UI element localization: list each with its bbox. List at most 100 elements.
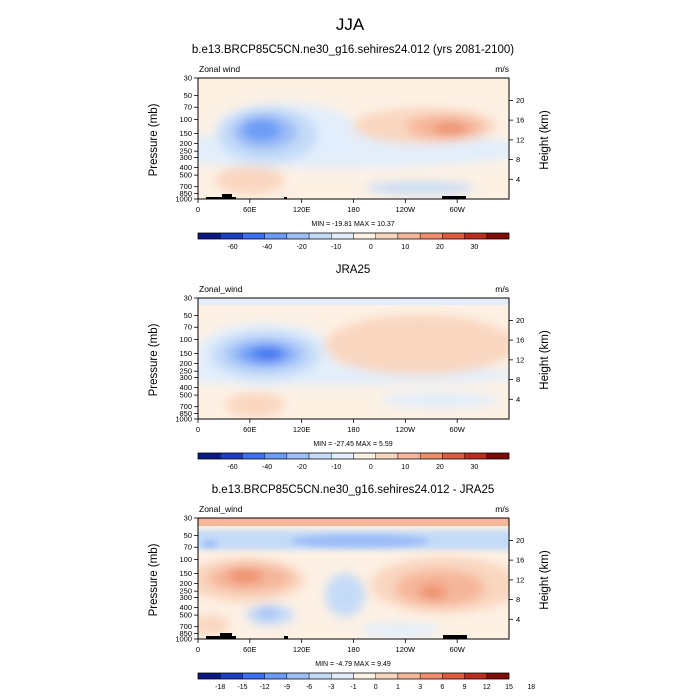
panel-diff-colorbar-label: 15 xyxy=(505,684,513,691)
panel-diff-title: b.e13.BRCP85C5CN.ne30_g16.sehires24.012 … xyxy=(212,484,495,496)
panel-diff-topography xyxy=(206,633,467,639)
panel-model-colorbar-frame xyxy=(197,232,510,240)
panel-diff-colorbar-label: 1 xyxy=(396,684,400,691)
panel-model-colorbar-swatch xyxy=(419,232,443,240)
panel-diff-colorbar-label: -12 xyxy=(260,684,270,691)
panel-obs-title: JRA25 xyxy=(336,264,371,276)
figure-title: JJA xyxy=(336,15,365,34)
panel-obs-y-tick-label: 200 xyxy=(179,359,192,368)
panel-model-y2-tick-label: 16 xyxy=(516,116,524,125)
panel-obs-y2-tick-label: 4 xyxy=(516,395,520,404)
panel-model-y-tick-label: 50 xyxy=(184,91,192,100)
panel-obs-x-tick-label: 180 xyxy=(347,425,360,434)
panel-model-y2-tick-label: 20 xyxy=(516,96,524,105)
panel-model-y2-axis: 20 16 12 8 4 xyxy=(509,96,524,184)
panel-model-colorbar-swatch xyxy=(442,232,465,240)
panel-obs-y-tick-label: 1000 xyxy=(175,415,192,424)
panel-model-topo-tibet xyxy=(222,194,232,199)
panel-model-x-tick-label: 0 xyxy=(196,205,200,214)
panel-diff-y-tick-label: 700 xyxy=(179,622,192,631)
panel-model-ylabel: Pressure (mb) xyxy=(148,103,160,176)
panel-diff-x-tick-label: 0 xyxy=(196,645,200,654)
panel-diff-colorbar-swatch xyxy=(397,672,421,680)
panel-obs-colorbar-label: 0 xyxy=(369,464,373,471)
panel-model-x-tick-label: 60W xyxy=(449,205,465,214)
panel-obs-y-tick-label: 250 xyxy=(179,367,192,376)
panel-obs-x-tick-label: 60E xyxy=(243,425,256,434)
panel-diff-colorbar-swatch xyxy=(308,672,332,680)
panel-model-x-tick-label: 60E xyxy=(243,205,256,214)
panel-model-colorbar: -60 -40 -20 -10 0 10 20 30 xyxy=(197,232,510,251)
panel-diff-west-positive-core xyxy=(227,569,263,583)
panel-model-colorbar-swatch xyxy=(264,232,288,240)
panel-model: b.e13.BRCP85C5CN.ne30_g16.sehires24.012 … xyxy=(148,44,551,251)
panel-obs-colorbar-swatch xyxy=(220,452,243,460)
panel-model-y-tick-label: 500 xyxy=(179,171,192,180)
panel-model-colorbar-swatch xyxy=(486,232,510,240)
panel-diff-colorbar-label: 6 xyxy=(440,684,444,691)
panel-diff-y-tick-label: 50 xyxy=(184,531,192,540)
panel-model-colorbar-swatch xyxy=(308,232,332,240)
panel-diff-colorbar-swatch xyxy=(353,672,376,680)
panel-model-y-tick-label: 100 xyxy=(179,115,192,124)
panel-diff-surface-positive xyxy=(198,615,230,635)
panel-diff-colorbar-label: 0 xyxy=(374,684,378,691)
panel-model-easterly-core xyxy=(242,119,282,141)
panel-obs-x-tick-label: 60W xyxy=(449,425,465,434)
panel-diff-colorbar-swatch xyxy=(286,672,310,680)
panel-diff-y2-tick-label: 20 xyxy=(516,536,524,545)
panel-diff-topo-andes xyxy=(443,635,467,639)
panel-model-y-tick-label: 400 xyxy=(179,163,192,172)
panel-obs-colorbar-swatch xyxy=(442,452,465,460)
panel-obs-colorbar-swatch xyxy=(242,452,265,460)
panel-obs-colorbar-swatch xyxy=(375,452,399,460)
panel-diff-y-tick-label: 70 xyxy=(184,543,192,552)
panel-diff-top-band xyxy=(198,518,509,526)
panel-diff-colorbar-swatch xyxy=(242,672,265,680)
panel-obs-westerly-outer xyxy=(325,315,509,375)
panel-diff-lower-negative-core xyxy=(256,608,280,618)
panel-diff-colorbar-label: -3 xyxy=(328,684,334,691)
panel-diff-colorbar-label: -1 xyxy=(350,684,356,691)
panel-diff-y2label: Height (km) xyxy=(539,550,551,610)
panel-diff-upper-negative-core xyxy=(290,534,430,548)
panel-obs-colorbar-swatch xyxy=(353,452,376,460)
panel-diff: b.e13.BRCP85C5CN.ne30_g16.sehires24.012 … xyxy=(148,484,551,691)
panel-model-y-tick-label: 1000 xyxy=(175,195,192,204)
panel-obs-colorbar-swatch xyxy=(486,452,510,460)
panel-diff-x-tick-label: 120W xyxy=(396,645,417,654)
panel-obs-y-tick-label: 850 xyxy=(179,409,192,418)
panel-model-lower-easterly xyxy=(365,182,475,194)
panel-model-x-tick-label: 120W xyxy=(396,205,417,214)
panel-diff-stats: MIN = -4.79 MAX = 9.49 xyxy=(315,661,391,668)
panel-model-y-tick-label: 250 xyxy=(179,147,192,156)
panel-diff-y2-axis: 20 16 12 8 4 xyxy=(509,536,524,624)
panel-obs-x-axis: 0 60E 120E 180 120W 60W xyxy=(196,419,466,434)
panel-diff-colorbar: -18 -15 -12 -9 -6 -3 -1 0 1 3 6 9 12 15 18 xyxy=(197,672,535,691)
panel-obs-colorbar-swatch xyxy=(308,452,332,460)
panel-obs-y2label: Height (km) xyxy=(539,330,551,390)
panel-obs-y-tick-label: 500 xyxy=(179,391,192,400)
panel-obs-y-tick-label: 150 xyxy=(179,349,192,358)
panel-model-colorbar-swatch xyxy=(353,232,376,240)
panel-diff-field xyxy=(198,518,509,639)
panel-diff-right-label: m/s xyxy=(495,504,509,514)
panel-obs-lower-easterly-east xyxy=(380,392,500,408)
panel-diff-topo-tibet xyxy=(220,633,232,639)
panel-model-colorbar-swatch xyxy=(286,232,310,240)
panel-obs-colorbar-swatch xyxy=(419,452,443,460)
panel-model-colorbar-label: 0 xyxy=(369,244,373,251)
panel-obs-y-tick-label: 70 xyxy=(184,323,192,332)
panel-model-y-tick-label: 300 xyxy=(179,153,192,162)
panel-obs-colorbar-swatch xyxy=(197,452,221,460)
panel-diff-colorbar-swatch xyxy=(220,672,243,680)
panel-model-y-tick-label: 850 xyxy=(179,189,192,198)
panel-diff-colorbar-label: 9 xyxy=(463,684,467,691)
panel-model-y2-tick-label: 8 xyxy=(516,155,520,164)
panel-model-colorbar-swatch xyxy=(375,232,399,240)
panel-obs-colorbar-label: 10 xyxy=(401,464,409,471)
panel-diff-x-tick-label: 120E xyxy=(293,645,311,654)
